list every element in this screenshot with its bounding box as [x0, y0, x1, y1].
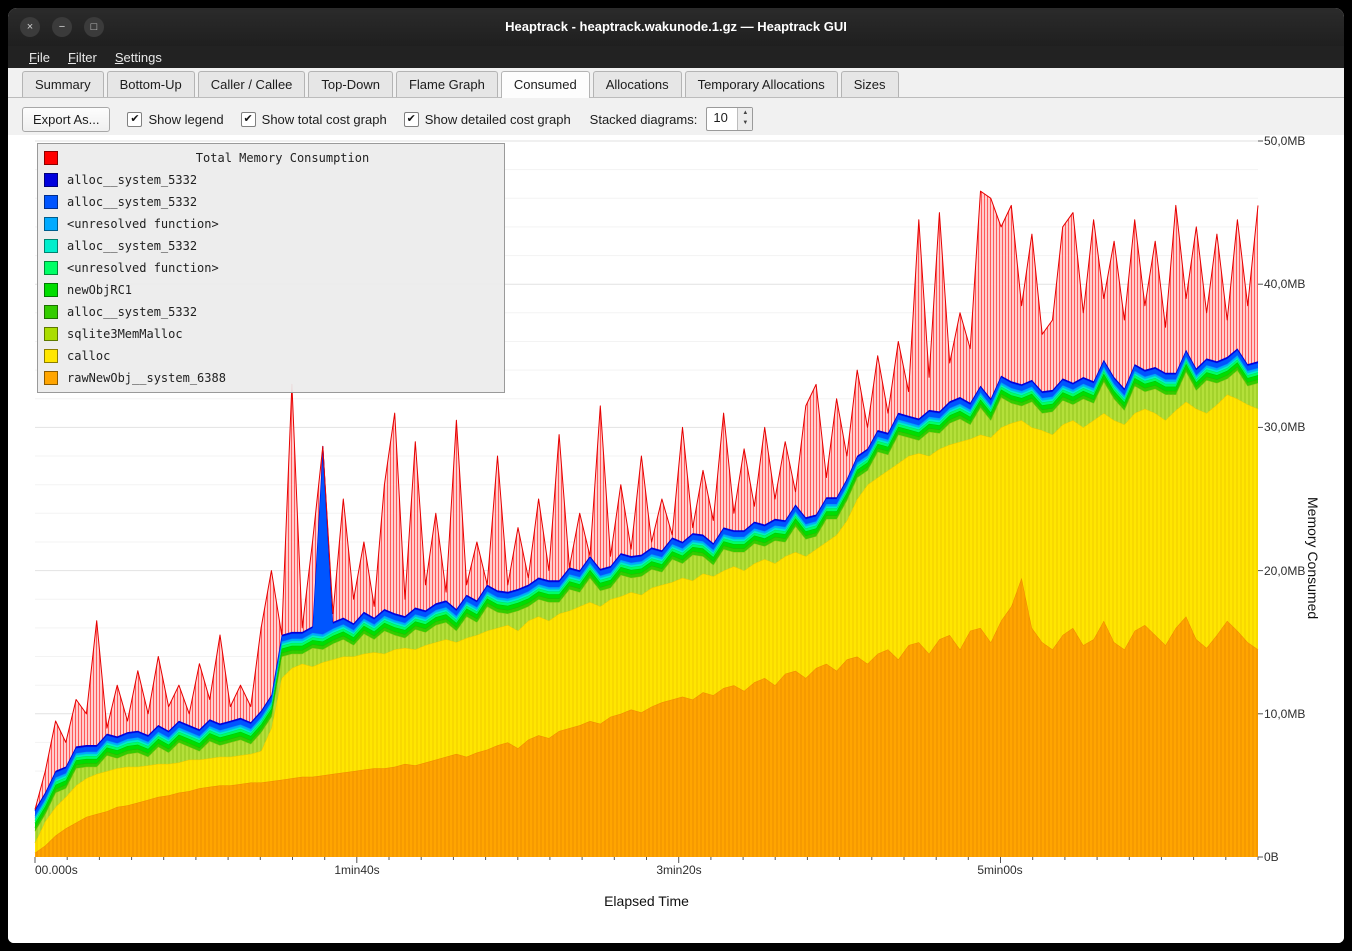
legend-item: alloc__system_5332 — [44, 235, 498, 257]
legend-item: newObjRC1 — [44, 279, 498, 301]
legend-swatch-icon — [44, 239, 58, 253]
tab-allocations[interactable]: Allocations — [592, 71, 682, 97]
chart-legend: Total Memory Consumption alloc__system_5… — [37, 143, 505, 393]
check-icon: ✔ — [243, 112, 253, 125]
legend-item: <unresolved function> — [44, 213, 498, 235]
menu-file[interactable]: File — [29, 49, 50, 65]
spin-down-button[interactable]: ▼ — [742, 120, 749, 126]
legend-item: calloc — [44, 345, 498, 367]
maximize-icon: □ — [90, 20, 98, 33]
titlebar[interactable]: × − □ Heaptrack - heaptrack.wakunode.1.g… — [8, 8, 1344, 46]
maximize-button[interactable]: □ — [84, 17, 104, 37]
memory-consumption-chart[interactable] — [34, 140, 1263, 863]
x-tick-0: 00.000s — [35, 863, 78, 877]
legend-item: <unresolved function> — [44, 257, 498, 279]
legend-label: alloc__system_5332 — [67, 239, 198, 253]
legend-label: sqlite3MemMalloc — [67, 327, 183, 341]
minimize-icon: − — [58, 20, 66, 33]
chart-pane: Total Memory Consumption alloc__system_5… — [8, 134, 1344, 943]
tab-bar: Summary Bottom-Up Caller / Callee Top-Do… — [8, 70, 1344, 98]
x-axis-title: Elapsed Time — [604, 893, 689, 909]
export-as-button[interactable]: Export As... — [22, 106, 111, 132]
tab-top-down[interactable]: Top-Down — [308, 71, 393, 97]
toolbar: Export As... ✔ Show legend ✔ Show total … — [22, 104, 1334, 134]
legend-label: alloc__system_5332 — [67, 305, 198, 319]
legend-label: alloc__system_5332 — [67, 195, 198, 209]
legend-label: <unresolved function> — [67, 217, 219, 231]
legend-swatch-icon — [44, 261, 58, 275]
tab-sizes[interactable]: Sizes — [840, 71, 899, 97]
tab-consumed[interactable]: Consumed — [500, 71, 590, 98]
heaptrack-window: × − □ Heaptrack - heaptrack.wakunode.1.g… — [8, 8, 1344, 943]
menubar: File Filter Settings — [8, 46, 1344, 68]
legend-label: calloc — [67, 349, 111, 363]
legend-item: sqlite3MemMalloc — [44, 323, 498, 345]
x-tick-5min00: 5min00s — [977, 863, 1023, 877]
stacked-diagrams-spinbox[interactable]: 10 ▲ ▼ — [706, 107, 754, 131]
checkbox-box-icon: ✔ — [127, 111, 143, 127]
legend-item: alloc__system_5332 — [44, 169, 498, 191]
stacked-diagrams-label: Stacked diagrams: — [589, 111, 698, 127]
x-tick-3min20: 3min20s — [656, 863, 702, 877]
checkbox-box-icon: ✔ — [403, 111, 419, 127]
spin-up-button[interactable]: ▲ — [742, 110, 749, 116]
spinbox-value[interactable]: 10 — [713, 110, 728, 125]
minimize-button[interactable]: − — [52, 17, 72, 37]
legend-item: alloc__system_5332 — [44, 191, 498, 213]
close-button[interactable]: × — [20, 17, 40, 37]
legend-swatch-icon — [44, 371, 58, 385]
y-tick-0: 0B — [1264, 850, 1279, 864]
checkbox-label: Show legend — [148, 111, 224, 127]
y-tick-10: 10,0MB — [1264, 707, 1306, 721]
y-tick-50: 50,0MB — [1264, 134, 1306, 148]
legend-label: alloc__system_5332 — [67, 173, 198, 187]
y-tick-30: 30,0MB — [1264, 420, 1306, 434]
show-total-cost-graph-checkbox[interactable]: ✔ Show total cost graph — [240, 111, 387, 127]
x-tick-1min40: 1min40s — [334, 863, 380, 877]
legend-swatch-icon — [44, 283, 58, 297]
legend-label: newObjRC1 — [67, 283, 133, 297]
check-icon: ✔ — [130, 112, 140, 125]
legend-label: rawNewObj__system_6388 — [67, 371, 226, 385]
checkbox-label: Show total cost graph — [261, 111, 387, 127]
y-axis-title: Memory Consumed — [1305, 497, 1321, 620]
y-tick-40: 40,0MB — [1264, 277, 1306, 291]
legend-swatch-icon — [44, 305, 58, 319]
tab-caller-callee[interactable]: Caller / Callee — [197, 71, 306, 97]
menu-filter[interactable]: Filter — [67, 49, 97, 65]
y-tick-20: 20,0MB — [1264, 564, 1306, 578]
tab-flame-graph[interactable]: Flame Graph — [395, 71, 498, 97]
checkbox-box-icon: ✔ — [240, 111, 256, 127]
tab-temporary-allocations[interactable]: Temporary Allocations — [684, 71, 838, 97]
tab-summary[interactable]: Summary — [22, 71, 104, 97]
spinbox-buttons: ▲ ▼ — [737, 108, 753, 130]
checkbox-label: Show detailed cost graph — [424, 111, 571, 127]
legend-item: alloc__system_5332 — [44, 301, 498, 323]
legend-swatch-icon — [44, 195, 58, 209]
legend-swatch-icon — [44, 217, 58, 231]
legend-label: <unresolved function> — [67, 261, 219, 275]
tab-bottom-up[interactable]: Bottom-Up — [106, 71, 195, 97]
close-icon: × — [26, 20, 34, 33]
window-title: Heaptrack - heaptrack.wakunode.1.gz — He… — [505, 19, 847, 34]
check-icon: ✔ — [406, 112, 416, 125]
legend-swatch-icon — [44, 173, 58, 187]
legend-item: rawNewObj__system_6388 — [44, 367, 498, 389]
legend-title-row: Total Memory Consumption — [44, 147, 498, 169]
legend-title: Total Memory Consumption — [195, 151, 370, 165]
show-detailed-cost-graph-checkbox[interactable]: ✔ Show detailed cost graph — [403, 111, 571, 127]
legend-swatch-total-icon — [44, 151, 58, 165]
menu-settings[interactable]: Settings — [114, 49, 162, 65]
window-controls: × − □ — [20, 17, 104, 37]
legend-swatch-icon — [44, 349, 58, 363]
legend-swatch-icon — [44, 327, 58, 341]
show-legend-checkbox[interactable]: ✔ Show legend — [127, 111, 224, 127]
